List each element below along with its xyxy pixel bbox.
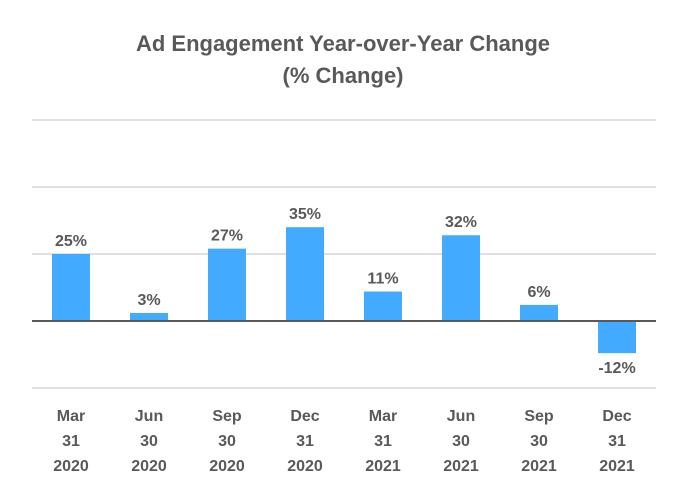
- bar: [598, 321, 636, 354]
- x-tick-label: 31: [62, 433, 80, 450]
- x-tick-label: 2020: [209, 458, 245, 475]
- x-tick-label: Mar: [369, 408, 397, 425]
- chart-title-line1: Ad Engagement Year-over-Year Change: [135, 31, 551, 56]
- x-tick-label: Sep: [524, 408, 554, 425]
- x-tick-label: Jun: [447, 408, 475, 425]
- x-tick-label: Mar: [57, 408, 85, 425]
- x-tick-label: 30: [530, 433, 548, 450]
- x-tick-label: 2021: [365, 458, 401, 475]
- data-label: 35%: [289, 206, 321, 223]
- data-label: 32%: [445, 214, 477, 231]
- x-tick-label: 31: [608, 433, 626, 450]
- x-tick-label: 2021: [521, 458, 557, 475]
- x-tick-label: Dec: [290, 408, 319, 425]
- x-tick-label: 2021: [443, 458, 479, 475]
- x-tick-label: 30: [140, 433, 158, 450]
- x-tick-label: Sep: [212, 408, 242, 425]
- bar: [442, 235, 480, 321]
- chart-title: Ad Engagement Year-over-Year Change (% C…: [0, 28, 686, 92]
- bar: [364, 291, 402, 321]
- bar: [52, 254, 90, 321]
- x-tick-label: Dec: [602, 408, 631, 425]
- x-tick-label: 30: [452, 433, 470, 450]
- data-label: 11%: [367, 271, 398, 288]
- x-tick-label: 31: [296, 433, 314, 450]
- x-tick-label: 31: [374, 433, 392, 450]
- bar: [130, 312, 168, 321]
- chart-title-line2: (% Change): [282, 63, 404, 88]
- data-label: 3%: [137, 292, 160, 309]
- bar: [208, 248, 246, 321]
- bar: [286, 227, 324, 321]
- x-tick-label: 2020: [53, 458, 89, 475]
- data-label: 27%: [211, 228, 243, 245]
- x-tick-label: 2020: [131, 458, 167, 475]
- data-label: 6%: [527, 284, 550, 301]
- x-tick-label: 2020: [287, 458, 323, 475]
- x-tick-label: 30: [218, 433, 236, 450]
- bar: [520, 304, 558, 321]
- x-tick-label: 2021: [599, 458, 635, 475]
- data-label: 25%: [55, 233, 87, 250]
- data-label: -12%: [598, 360, 635, 377]
- x-tick-label: Jun: [135, 408, 163, 425]
